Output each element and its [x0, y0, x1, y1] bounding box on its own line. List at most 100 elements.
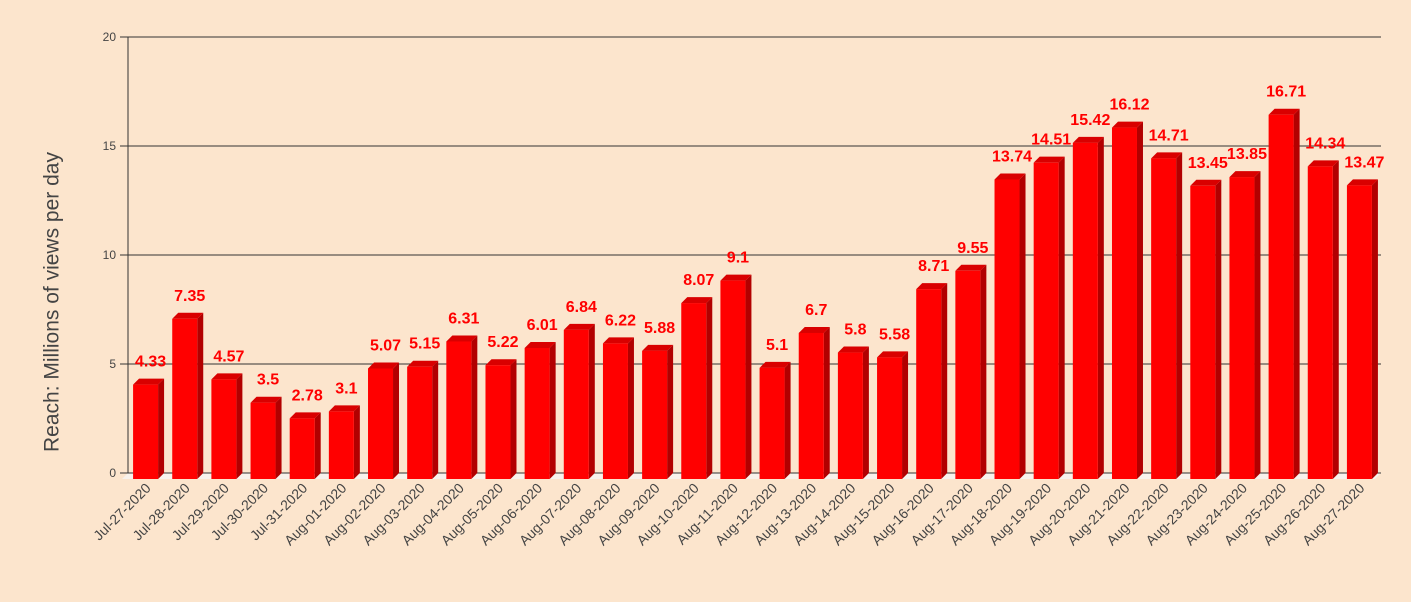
bar-side: [353, 405, 360, 479]
bar: [1151, 152, 1183, 479]
bar-front: [955, 270, 981, 479]
bar: [720, 274, 752, 479]
bar-front: [250, 402, 276, 479]
y-tick-label: 15: [103, 139, 117, 153]
bar: [289, 412, 321, 479]
bar-side: [158, 378, 165, 479]
bar-side: [1097, 136, 1104, 479]
bar: [798, 326, 830, 479]
bar-top: [524, 341, 556, 348]
bar: [328, 405, 360, 479]
bar-side: [549, 341, 556, 479]
bar-side: [1019, 173, 1026, 479]
bar-top: [720, 274, 752, 281]
bar-top: [642, 344, 674, 351]
data-label: 5.8: [844, 322, 866, 339]
data-label: 16.12: [1109, 97, 1149, 114]
bar-top: [798, 326, 830, 333]
bar-front: [1111, 127, 1137, 480]
bar-front: [1151, 158, 1177, 479]
data-label: 5.88: [644, 320, 675, 337]
bar-side: [588, 323, 595, 479]
bar: [485, 359, 517, 479]
data-label: 14.71: [1149, 127, 1189, 144]
bar-top: [916, 283, 948, 290]
bar-front: [524, 347, 550, 479]
bar-front: [289, 418, 315, 479]
bar-top: [1346, 179, 1378, 186]
bar-top: [955, 264, 987, 271]
data-label: 2.78: [292, 387, 323, 404]
data-label: 7.35: [174, 288, 205, 305]
bar-top: [446, 335, 478, 342]
data-label: 13.45: [1188, 155, 1228, 172]
bar: [681, 297, 713, 479]
data-label: 5.07: [370, 337, 401, 354]
bar-front: [407, 366, 433, 479]
bar-top: [172, 312, 204, 319]
bar: [994, 173, 1026, 479]
bar-top: [563, 323, 595, 330]
bar-front: [877, 357, 903, 479]
bar-front: [563, 329, 589, 479]
bar-front: [916, 289, 942, 479]
y-tick-label: 0: [109, 466, 116, 480]
bar-side: [1176, 152, 1183, 479]
bar-top: [211, 373, 243, 380]
bar-front: [1190, 185, 1216, 480]
bar-top: [289, 412, 321, 419]
data-label: 6.7: [805, 302, 827, 319]
data-labels: 4.33 7.35 4.57 3.5 2.78 3.1 5.07 5.15 6.31 5.22 6.…: [135, 84, 1385, 405]
data-label: 6.22: [605, 312, 636, 329]
bar: [759, 361, 791, 479]
bar-front: [994, 179, 1020, 479]
bar-front: [759, 367, 785, 479]
bar: [1307, 160, 1339, 479]
data-label: 14.34: [1305, 135, 1345, 152]
bar-front: [1268, 114, 1294, 480]
bar-side: [1293, 108, 1300, 480]
bar-side: [314, 412, 321, 479]
bar-top: [133, 378, 165, 385]
data-label: 4.33: [135, 354, 166, 371]
bar-front: [1229, 177, 1255, 479]
bar-top: [407, 360, 439, 367]
y-tick-label: 5: [109, 357, 116, 371]
bar-top: [681, 297, 713, 304]
bar-front: [1307, 166, 1333, 479]
data-label: 13.47: [1344, 154, 1384, 171]
bar: [1072, 136, 1104, 479]
bar-side: [745, 274, 752, 479]
bar-front: [1072, 142, 1098, 479]
bar: [446, 335, 478, 479]
data-label: 3.5: [257, 372, 279, 389]
bar-side: [980, 264, 987, 479]
bar-front: [211, 379, 237, 479]
data-label: 9.55: [957, 240, 988, 257]
data-label: 9.1: [727, 250, 749, 267]
bar-top: [1072, 136, 1104, 143]
bar-side: [1136, 121, 1143, 480]
bar: [837, 346, 869, 479]
bar-front: [133, 384, 159, 479]
bar-front: [720, 280, 746, 479]
bar-side: [197, 312, 204, 479]
bar-side: [1254, 171, 1261, 479]
data-label: 16.71: [1266, 84, 1306, 101]
bar-front: [681, 303, 707, 479]
data-label: 6.31: [448, 310, 479, 327]
data-label: 5.15: [409, 336, 440, 353]
bar-side: [902, 351, 909, 479]
bar-side: [1058, 156, 1065, 479]
bar-side: [393, 362, 400, 479]
bar: [133, 378, 165, 479]
bar-side: [236, 373, 243, 479]
y-tick-label: 20: [103, 30, 117, 44]
bar-front: [172, 318, 198, 479]
bar-side: [823, 326, 830, 479]
y-tick-label: 10: [103, 248, 117, 262]
bar-side: [1332, 160, 1339, 479]
data-label: 3.1: [335, 380, 357, 397]
